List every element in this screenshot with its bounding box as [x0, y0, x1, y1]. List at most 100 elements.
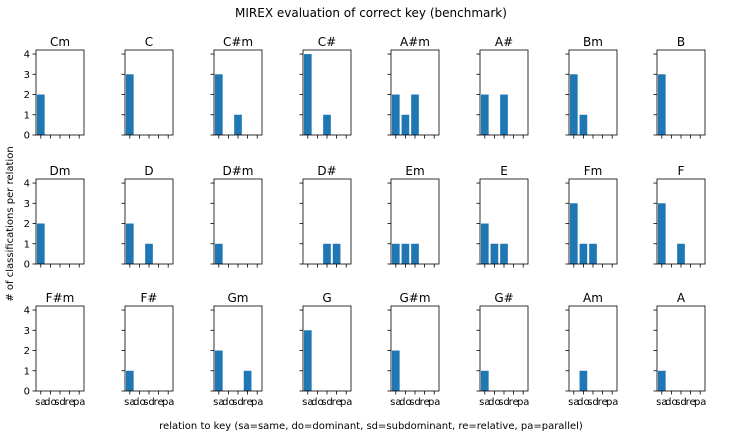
bar — [243, 370, 252, 391]
panel-C#m: C#m — [210, 35, 263, 139]
x-tick-label: pa — [162, 397, 174, 408]
x-tick-label: sd — [587, 397, 599, 408]
x-tick-label: sd — [675, 397, 687, 408]
panel-title: D — [144, 164, 153, 178]
panel-title: Em — [405, 164, 424, 178]
panel-D#m: D#m — [210, 164, 263, 268]
x-tick-label: sa — [479, 397, 490, 408]
bar — [480, 223, 489, 264]
panel-Cm: Cm 0 1 2 3 4 — [24, 35, 85, 142]
panel-E: E — [476, 164, 529, 268]
bar — [677, 243, 685, 264]
bar — [391, 243, 400, 264]
y-tick-label: 2 — [24, 346, 30, 357]
x-tick-label: sa — [124, 397, 135, 408]
bar — [36, 94, 45, 135]
bar — [303, 54, 312, 135]
x-tick-label: sa — [302, 397, 313, 408]
x-tick-label: do — [399, 397, 411, 408]
x-tick-label: re — [332, 397, 342, 408]
x-tick-label: sa — [656, 397, 667, 408]
panel-title: Gm — [228, 291, 249, 305]
bar — [391, 94, 400, 135]
x-tick-label: sd — [498, 397, 510, 408]
x-tick-label: do — [222, 397, 234, 408]
bar — [234, 114, 242, 135]
x-tick-label: pa — [428, 397, 440, 408]
panel-title: G — [322, 291, 331, 305]
panel-C: C — [121, 35, 174, 139]
chart-title: MIREX evaluation of correct key (benchma… — [235, 6, 507, 20]
y-tick-label: 3 — [24, 326, 30, 337]
panel-title: C — [145, 35, 153, 49]
bar — [214, 74, 223, 135]
x-tick-label: pa — [340, 397, 352, 408]
panel-title: F#m — [46, 291, 75, 305]
panel-title: Bm — [583, 35, 603, 49]
panel-Dm: Dm 0 1 2 3 4 — [24, 164, 85, 271]
bar — [480, 370, 489, 391]
panel-D: D — [121, 164, 174, 268]
y-tick-label: 4 — [24, 306, 30, 317]
bar — [657, 370, 666, 391]
panel-title: C#m — [223, 35, 253, 49]
bar — [657, 74, 666, 135]
panel-B: B — [653, 35, 706, 139]
x-tick-label: sd — [409, 397, 421, 408]
bar — [125, 74, 134, 135]
panel-title: A#m — [400, 35, 430, 49]
panel-C#: C# — [299, 35, 352, 139]
x-tick-label: do — [488, 397, 500, 408]
plot-frame — [568, 305, 618, 392]
panel-title: D# — [317, 164, 336, 178]
bar — [500, 243, 508, 264]
x-tick-label: sa — [35, 397, 46, 408]
x-tick-label: do — [665, 397, 677, 408]
panel-title: A — [677, 291, 686, 305]
y-tick-label: 2 — [24, 90, 30, 101]
bar — [579, 243, 588, 264]
panel-title: A# — [495, 35, 513, 49]
panel-title: F — [678, 164, 685, 178]
bar — [125, 370, 134, 391]
y-axis-label: # of classifications per relation — [5, 146, 16, 301]
bar — [323, 243, 331, 264]
bar — [214, 350, 223, 391]
x-tick-label: re — [686, 397, 696, 408]
y-tick-label: 0 — [24, 260, 30, 271]
x-tick-label: do — [133, 397, 145, 408]
y-tick-label: 3 — [24, 199, 30, 210]
panel-title: B — [677, 35, 685, 49]
x-tick-label: sd — [321, 397, 333, 408]
x-tick-label: pa — [606, 397, 618, 408]
y-tick-label: 1 — [24, 239, 30, 250]
bar — [490, 243, 499, 264]
panel-F: F — [653, 164, 706, 268]
x-tick-label: sa — [213, 397, 224, 408]
x-tick-label: pa — [251, 397, 263, 408]
bar — [125, 223, 134, 264]
x-tick-label: re — [65, 397, 75, 408]
bar — [332, 243, 341, 264]
bar — [569, 203, 578, 264]
y-tick-label: 4 — [24, 50, 30, 61]
panel-Bm: Bm — [565, 35, 618, 139]
panel-title: G# — [494, 291, 513, 305]
y-tick-label: 0 — [24, 131, 30, 142]
panel-A#: A# — [476, 35, 529, 139]
panel-title: G#m — [399, 291, 430, 305]
bar — [480, 94, 489, 135]
panel-title: Am — [583, 291, 603, 305]
x-tick-label: re — [598, 397, 608, 408]
x-tick-label: sd — [54, 397, 66, 408]
panel-Fm: Fm — [565, 164, 618, 268]
x-tick-label: re — [420, 397, 430, 408]
x-tick-label: sd — [232, 397, 244, 408]
x-tick-label: pa — [517, 397, 529, 408]
bar — [569, 74, 578, 135]
x-tick-label: sa — [390, 397, 401, 408]
